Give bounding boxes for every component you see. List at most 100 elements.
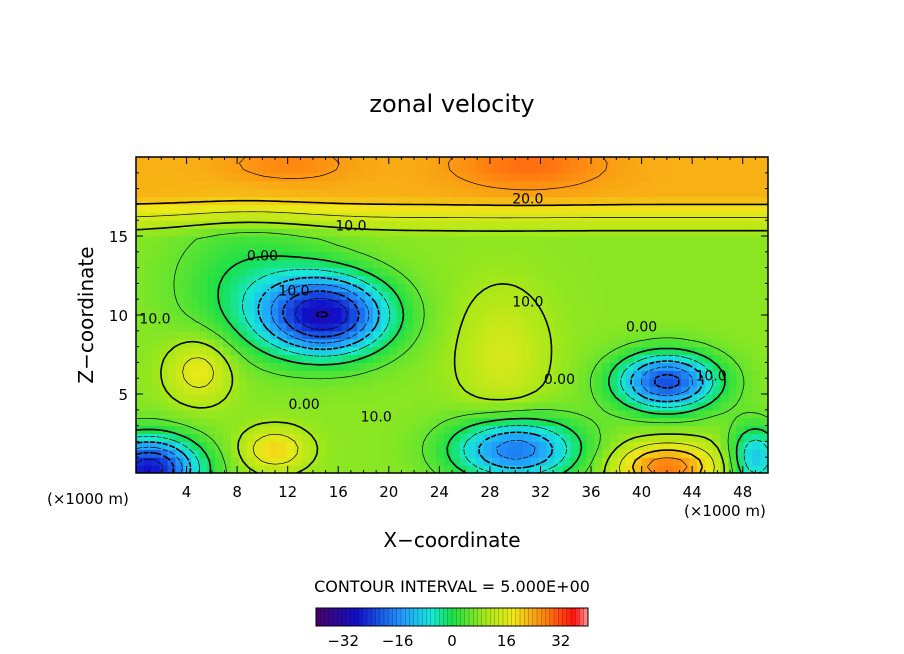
heatmap-cell <box>665 425 674 435</box>
heatmap-cell <box>317 441 327 450</box>
heatmap-cell <box>578 338 587 348</box>
heatmap-cell <box>467 157 477 166</box>
heatmap-cell <box>143 394 153 403</box>
heatmap-cell <box>562 220 572 229</box>
heatmap-cell <box>531 362 540 371</box>
heatmap-cell <box>404 465 414 473</box>
heatmap-cell <box>412 251 421 261</box>
heatmap-cell <box>554 204 564 213</box>
heatmap-cell <box>696 433 706 442</box>
heatmap-cell <box>720 307 730 316</box>
heatmap-cell <box>380 180 390 190</box>
heatmap-cell <box>554 386 564 395</box>
heatmap-cell <box>475 378 485 387</box>
heatmap-cell <box>570 164 579 174</box>
heatmap-cell <box>594 401 603 411</box>
heatmap-cell <box>396 386 406 395</box>
heatmap-cell <box>689 204 698 213</box>
heatmap-cell <box>238 338 248 348</box>
heatmap-cell <box>199 259 208 269</box>
heatmap-cell <box>617 251 627 261</box>
heatmap-cell <box>681 307 690 316</box>
heatmap-cell <box>444 259 453 269</box>
heatmap-cell <box>570 236 579 245</box>
heatmap-cell <box>159 236 169 245</box>
heatmap-cell <box>357 417 366 427</box>
heatmap-cell <box>412 188 421 198</box>
heatmap-cell <box>159 275 169 284</box>
heatmap-cell <box>452 449 461 458</box>
heatmap-cell <box>467 251 477 261</box>
heatmap-cell <box>696 386 706 395</box>
heatmap-cell <box>191 275 200 284</box>
colorbar-segment <box>481 608 487 626</box>
heatmap-cell <box>396 212 406 221</box>
heatmap-cell <box>617 157 627 166</box>
heatmap-cell <box>151 378 161 387</box>
heatmap-cell <box>625 417 635 427</box>
heatmap-cell <box>301 291 311 300</box>
heatmap-cell <box>215 362 224 371</box>
heatmap-cell <box>459 220 469 229</box>
heatmap-cell <box>483 299 493 308</box>
heatmap-cell <box>262 449 271 458</box>
heatmap-cell <box>641 236 651 245</box>
heatmap-cell <box>578 172 587 182</box>
heatmap-cell <box>546 457 556 466</box>
heatmap-cell <box>752 157 761 166</box>
colorbar-segment <box>469 608 474 626</box>
heatmap-cell <box>673 465 682 473</box>
heatmap-cell <box>412 433 421 442</box>
heatmap-cell <box>444 172 453 182</box>
heatmap-cell <box>594 157 603 166</box>
heatmap-cell <box>151 362 161 371</box>
heatmap-cell <box>554 220 564 229</box>
heatmap-cell <box>657 386 666 395</box>
heatmap-cell <box>199 251 208 261</box>
heatmap-cell <box>483 370 493 379</box>
heatmap-cell <box>499 228 508 237</box>
heatmap-cell <box>704 370 714 379</box>
heatmap-cell <box>301 315 311 324</box>
heatmap-cell <box>222 164 232 174</box>
heatmap-cell <box>436 299 445 308</box>
heatmap-cell <box>696 362 706 371</box>
heatmap-cell <box>175 172 184 182</box>
heatmap-cell <box>452 228 461 237</box>
heatmap-cell <box>373 409 382 419</box>
heatmap-cell <box>191 315 200 324</box>
heatmap-cell <box>491 188 500 198</box>
heatmap-cell <box>475 251 485 261</box>
heatmap-cell <box>760 441 768 450</box>
heatmap-cell <box>752 275 761 284</box>
heatmap-cell <box>278 188 287 198</box>
heatmap-cell <box>523 251 532 261</box>
heatmap-cell <box>617 378 627 387</box>
heatmap-cell <box>475 188 485 198</box>
heatmap-cell <box>151 267 161 277</box>
heatmap-cell <box>230 220 240 229</box>
heatmap-cell <box>696 220 706 229</box>
heatmap-cell <box>309 315 319 324</box>
heatmap-cell <box>475 330 485 340</box>
heatmap-cell <box>246 338 256 348</box>
heatmap-cell <box>325 204 335 213</box>
heatmap-cell <box>570 322 579 332</box>
heatmap-cell <box>625 425 635 435</box>
heatmap-cell <box>365 457 374 466</box>
heatmap-cell <box>586 212 595 221</box>
heatmap-cell <box>380 409 390 419</box>
heatmap-cell <box>286 283 295 292</box>
heatmap-cell <box>396 346 406 356</box>
heatmap-cell <box>523 322 532 332</box>
heatmap-cell <box>357 465 366 473</box>
heatmap-cell <box>760 251 768 261</box>
heatmap-cell <box>531 275 540 284</box>
heatmap-cell <box>175 338 184 348</box>
heatmap-cell <box>412 457 421 466</box>
heatmap-cell <box>720 259 730 269</box>
heatmap-cell <box>136 267 145 277</box>
heatmap-cell <box>404 354 414 363</box>
heatmap-cell <box>467 259 477 269</box>
heatmap-cell <box>238 465 248 473</box>
